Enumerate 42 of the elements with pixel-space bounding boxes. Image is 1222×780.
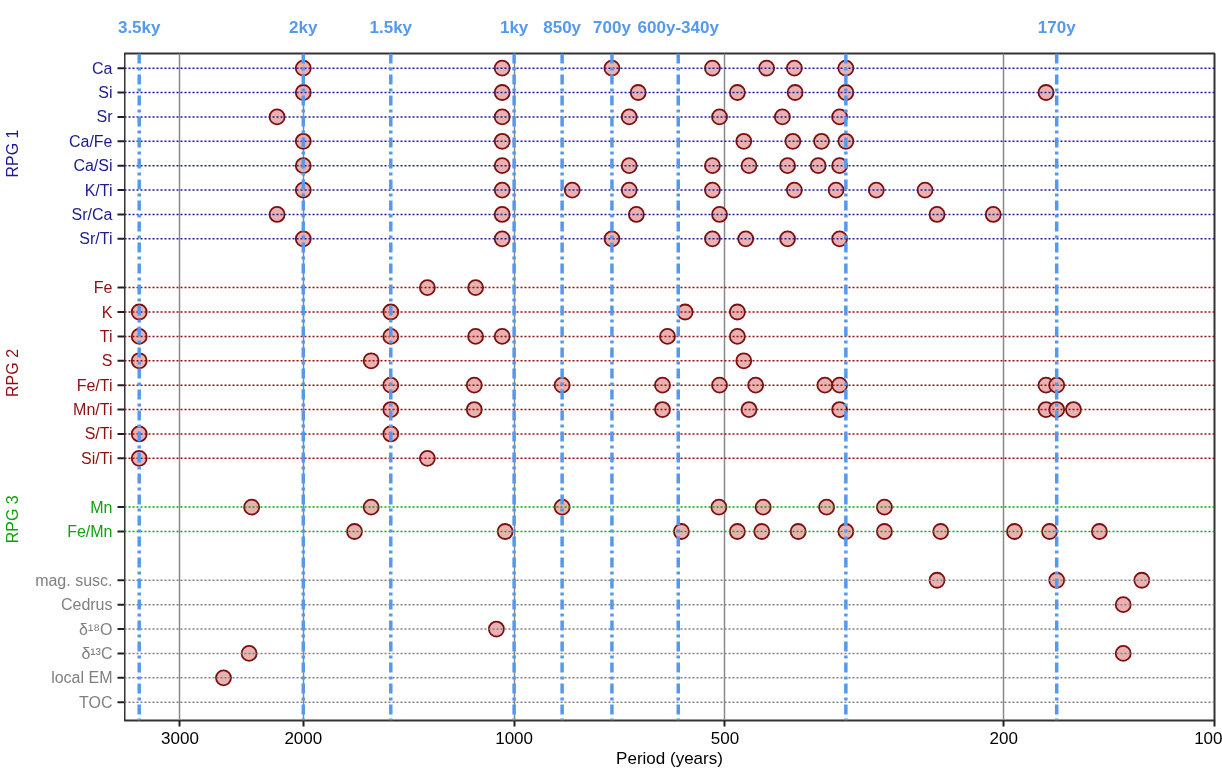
y-tick-label: Ti: [99, 327, 113, 345]
x-tick-label: 200: [989, 728, 1018, 748]
y-tick-label: Ca/Fe: [68, 132, 113, 150]
y-tick-label: Fe/Mn: [67, 523, 113, 540]
y-tick-label: local EM: [51, 669, 113, 687]
y-tick-label: K/Ti: [84, 181, 113, 199]
y-tick-label: Ca: [92, 59, 113, 77]
y-tick-label: S: [101, 352, 113, 370]
ref-line-label: 1ky: [499, 18, 529, 37]
y-tick-label: δ¹³C: [81, 644, 113, 662]
ref-line-label: 2ky: [289, 18, 319, 37]
y-tick-label: Cedrus: [60, 596, 113, 614]
x-tick-label: 1000: [495, 728, 534, 748]
text: RPG 3: [4, 495, 22, 544]
ref-line-label: 1.5ky: [369, 18, 413, 37]
x-axis-title: Period (years): [616, 748, 723, 768]
y-tick-label: S/Ti: [84, 425, 113, 443]
y-tick-label: Fe: [93, 279, 113, 297]
y-tick-label: Si/Ti: [81, 449, 113, 467]
y-tick-label: δ¹⁸O: [79, 620, 113, 638]
y-tick-label: Si: [98, 84, 113, 102]
y-tick-label: Sr/Ti: [79, 230, 113, 248]
text: RPG 2: [4, 348, 22, 397]
x-tick-label: 2000: [284, 728, 323, 748]
x-tick-label: 500: [710, 728, 740, 748]
ref-line-label: 170y: [1037, 18, 1077, 37]
ref-line-label: 850y: [543, 18, 582, 37]
x-tick-label: 3000: [161, 728, 199, 748]
y-tick-label: K: [101, 303, 113, 321]
ref-line-label: 3.5ky: [117, 18, 162, 37]
y-tick-label: Mn: [90, 498, 113, 516]
y-tick-label: TOC: [79, 693, 113, 711]
text: RPG 1: [4, 129, 22, 178]
ref-line-label: 600y-340y: [637, 18, 720, 37]
y-tick-label: Ca/Si: [73, 157, 113, 175]
y-tick-label: Sr/Ca: [71, 205, 113, 223]
y-tick-label: mag. susc.: [35, 571, 113, 589]
ref-line-label: 700y: [593, 18, 632, 37]
x-tick-label: 100: [1194, 728, 1222, 748]
y-tick-label: Sr: [96, 108, 114, 126]
y-tick-label: Mn/Ti: [73, 401, 113, 419]
y-tick-label: Fe/Ti: [76, 376, 113, 394]
